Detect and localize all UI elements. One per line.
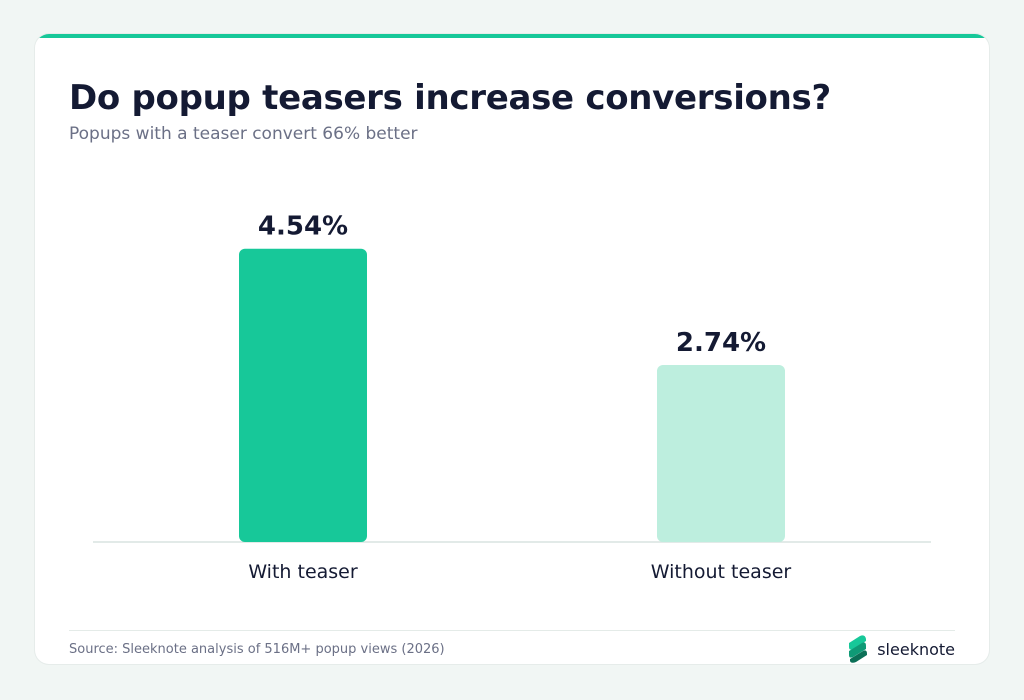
brand-name: sleeknote xyxy=(877,639,955,659)
category-label: Without teaser xyxy=(651,561,792,583)
bar-chart: 4.54% With teaser 2.74% Without teaser xyxy=(93,212,931,583)
bar-value-label: 4.54% xyxy=(258,212,348,242)
bar-1 xyxy=(657,364,785,542)
bar-0 xyxy=(239,248,367,542)
brand-logo: sleeknote xyxy=(845,634,955,664)
chart-title: Do popup teasers increase conversions? xyxy=(69,78,831,118)
footer-divider xyxy=(69,630,955,631)
sleeknote-logo-icon xyxy=(849,635,868,663)
accent-bar xyxy=(35,34,989,38)
chart-subtitle: Popups with a teaser convert 66% better xyxy=(69,124,418,144)
source-note: Source: Sleeknote analysis of 516M+ popu… xyxy=(69,642,445,657)
bar-value-label: 2.74% xyxy=(676,328,766,358)
chart-card: Do popup teasers increase conversions? P… xyxy=(35,34,989,664)
category-label: With teaser xyxy=(248,561,358,583)
